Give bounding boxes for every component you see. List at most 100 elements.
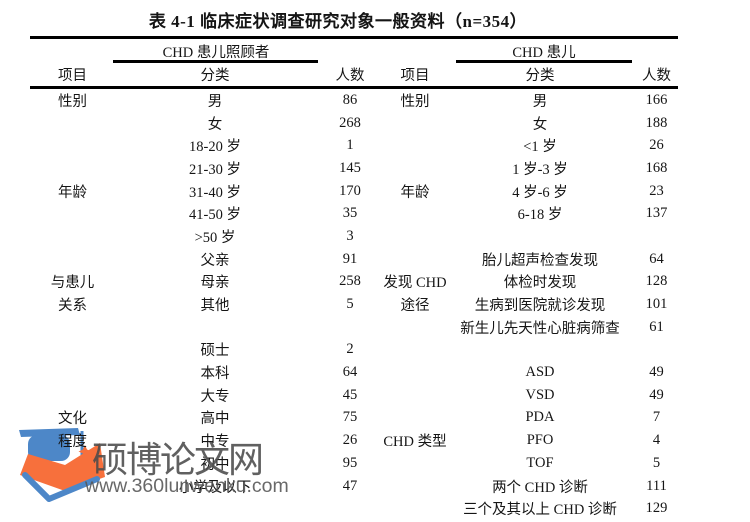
caregiver-table: CHD 患儿照顾者 项目 分类 人数 性别 男 86 女 268 18-20 岁 1 21-3… — [30, 39, 385, 520]
cell-category: PFO — [526, 432, 554, 449]
caregiver-column-headers: 项目 分类 人数 — [30, 63, 385, 89]
cell-count — [635, 339, 678, 362]
cell-item: 年龄 — [58, 184, 87, 201]
cell-item — [30, 134, 115, 157]
cell-category — [445, 339, 635, 362]
cell-count: 145 — [339, 159, 361, 176]
cell-item: 性别 — [58, 93, 87, 110]
cell-item: 发现 CHD — [383, 275, 447, 292]
cell-category: TOF — [526, 454, 554, 471]
cell-category: 新生儿先天性心脏病筛查 — [460, 320, 620, 337]
cell-item: CHD 类型 — [383, 434, 447, 451]
cell-item — [30, 316, 115, 339]
cell-count: 64 — [342, 364, 358, 381]
cell-category: 母亲 — [200, 275, 230, 292]
cell-item — [30, 202, 115, 225]
cell-item — [30, 384, 115, 407]
cell-count: 91 — [342, 250, 358, 267]
column-header-item: 项目 — [400, 68, 430, 84]
cell-category — [115, 497, 315, 520]
cell-count: 168 — [645, 159, 668, 176]
cell-count: 258 — [339, 273, 361, 290]
cell-count: 7 — [652, 409, 661, 426]
cell-item — [385, 361, 445, 384]
cell-count: 26 — [649, 137, 664, 154]
group-header-underline — [113, 60, 318, 63]
cell-category: PDA — [525, 409, 555, 426]
cell-count: 26 — [342, 432, 358, 449]
cell-count: 166 — [645, 91, 668, 108]
cell-category — [445, 225, 635, 248]
cell-item — [385, 407, 445, 430]
cell-count: 137 — [645, 205, 668, 222]
cell-count: 1 — [346, 137, 354, 154]
cell-item — [385, 225, 445, 248]
cell-item: 与患儿 — [50, 275, 95, 292]
cell-item — [30, 339, 115, 362]
cell-category: 三个及其以上 CHD 诊断 — [463, 502, 617, 519]
watermark-site-url: www.360lunwenku.com — [85, 475, 289, 497]
cell-count: 3 — [346, 227, 354, 244]
cell-count: 47 — [342, 477, 358, 494]
cell-item — [385, 134, 445, 157]
cell-item — [385, 475, 445, 498]
cell-count: 49 — [649, 386, 664, 403]
children-column-headers: 项目 分类 人数 — [385, 63, 678, 89]
cell-count: 95 — [342, 454, 358, 471]
cell-item — [385, 112, 445, 135]
cell-item: 途径 — [400, 298, 430, 315]
group-header-underline — [456, 60, 632, 63]
cell-count: 101 — [645, 296, 668, 313]
cell-category: VSD — [525, 386, 555, 403]
cell-item — [30, 157, 115, 180]
cell-category: 中专 — [200, 434, 230, 451]
cell-category: 6-18 岁 — [517, 207, 563, 224]
cell-category — [115, 316, 315, 339]
column-header-count: 人数 — [335, 68, 365, 84]
cell-category: <1 岁 — [523, 139, 557, 156]
cell-count: 170 — [339, 182, 361, 199]
cell-category: 女 — [207, 116, 223, 133]
children-group-header: CHD 患儿 — [385, 39, 678, 63]
cell-count: 128 — [645, 273, 668, 290]
cell-count: 4 — [652, 432, 661, 449]
cell-item — [385, 316, 445, 339]
cell-item — [385, 202, 445, 225]
graduation-cap-book-logo-icon — [19, 428, 105, 502]
cell-count — [315, 316, 385, 339]
table-caption: 表 4-1 临床症状调查研究对象一般资料（n=354） — [148, 12, 528, 31]
column-header-category: 分类 — [525, 68, 555, 84]
cell-category: 1 岁-3 岁 — [512, 161, 568, 178]
cell-category: 硕士 — [200, 343, 230, 360]
cell-count: 23 — [649, 182, 664, 199]
cell-category: 小学及以下 — [178, 479, 252, 496]
cell-item — [30, 225, 115, 248]
cell-item — [385, 384, 445, 407]
caregiver-table-body: 性别 男 86 女 268 18-20 岁 1 21-30 岁 145 年龄 31-40 岁 170 4… — [30, 89, 385, 520]
column-header-item: 项目 — [58, 68, 87, 84]
cell-item: 年龄 — [400, 184, 430, 201]
cell-count: 64 — [649, 250, 664, 267]
cell-category: 高中 — [200, 411, 230, 428]
cell-category: 4 岁-6 岁 — [512, 184, 568, 201]
cell-count: 5 — [346, 296, 354, 313]
cell-count: 111 — [646, 477, 667, 494]
cell-category: 胎儿超声检查发现 — [482, 252, 598, 269]
cell-category: 两个 CHD 诊断 — [492, 479, 588, 496]
caregiver-group-header: CHD 患儿照顾者 — [30, 39, 385, 63]
cell-category: 父亲 — [200, 252, 230, 269]
cell-category: >50 岁 — [194, 229, 236, 246]
cell-category: 男 — [532, 93, 548, 110]
group-header-label: CHD 患儿照顾者 — [162, 45, 270, 61]
cell-count — [315, 497, 385, 520]
cell-count: 35 — [342, 205, 358, 222]
cell-item — [30, 248, 115, 271]
cell-category: 18-20 岁 — [189, 139, 241, 156]
cell-count — [635, 225, 678, 248]
cell-count: 188 — [645, 114, 668, 131]
cell-item — [385, 497, 445, 520]
cell-category: 初中 — [200, 456, 230, 473]
cell-category: 男 — [207, 93, 223, 110]
cell-count: 75 — [342, 409, 358, 426]
